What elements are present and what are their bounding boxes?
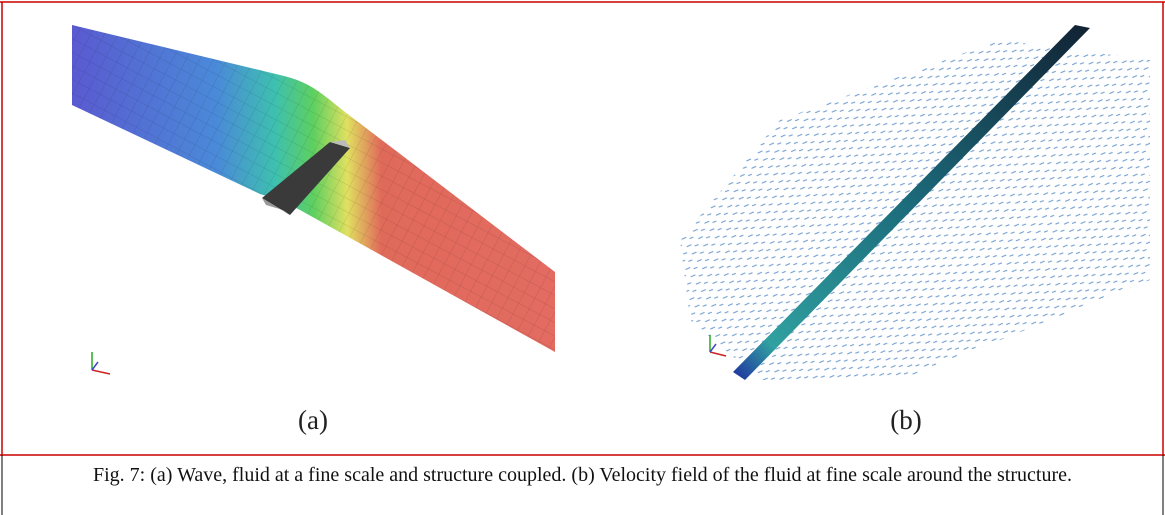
figure: (a) (b): [0, 0, 1165, 515]
panel-label: (b): [890, 405, 921, 435]
page: (a) (b) Fig. 7: (a) Wave, fluid at a fin…: [0, 0, 1165, 515]
caption: Fig. 7: (a) Wave, fluid at a fine scale …: [30, 462, 1135, 489]
panel-label: (a): [298, 405, 328, 435]
panel-a-image: [72, 25, 555, 374]
panel-b-image: [680, 25, 1150, 380]
